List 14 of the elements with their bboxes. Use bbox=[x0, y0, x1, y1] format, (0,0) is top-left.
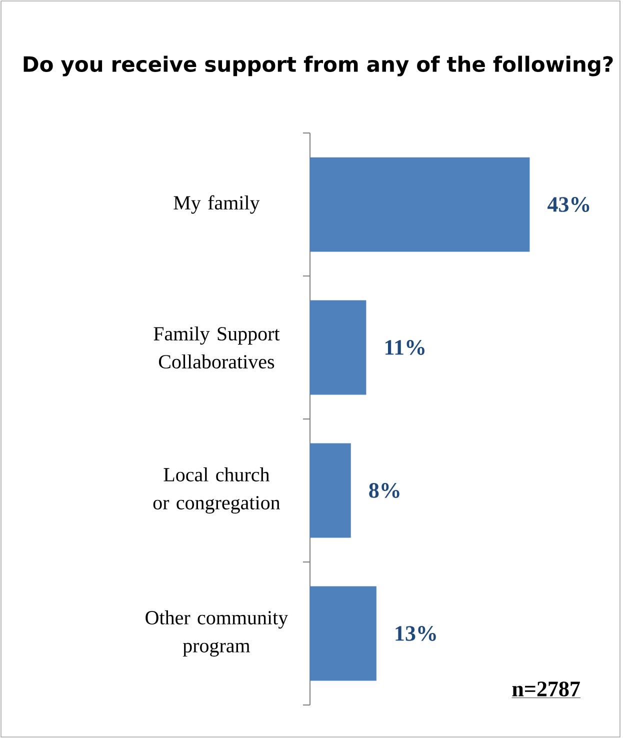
annotation: n=2787 bbox=[512, 682, 580, 696]
chart-title: Do you receive support from any of the following? bbox=[24, 56, 613, 76]
bar bbox=[310, 157, 530, 252]
data-label: 43% bbox=[548, 197, 590, 212]
y-tick-label: My family bbox=[174, 195, 260, 214]
data-label: 11% bbox=[385, 340, 424, 355]
y-tick-label: Other community program bbox=[146, 610, 288, 657]
bar bbox=[310, 443, 351, 538]
data-label: 13% bbox=[396, 626, 436, 641]
data-label: 8% bbox=[369, 483, 400, 498]
y-tick-label: Family Support Collaboratives bbox=[154, 326, 280, 369]
bar bbox=[310, 586, 376, 681]
y-tick-label: Local church or congregation bbox=[153, 467, 280, 514]
bar bbox=[310, 300, 366, 395]
